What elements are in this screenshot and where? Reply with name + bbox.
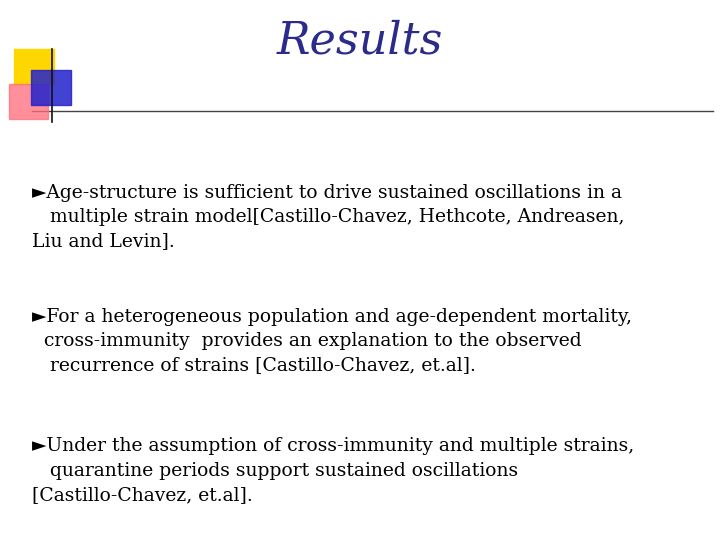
Text: ►For a heterogeneous population and age-dependent mortality,
  cross-immunity  p: ►For a heterogeneous population and age-… bbox=[32, 308, 632, 374]
Text: ►Under the assumption of cross-immunity and multiple strains,
   quarantine peri: ►Under the assumption of cross-immunity … bbox=[32, 437, 634, 504]
Bar bbox=[31, 70, 71, 105]
Bar bbox=[14, 49, 54, 84]
Text: ►Age-structure is sufficient to drive sustained oscillations in a
   multiple st: ►Age-structure is sufficient to drive su… bbox=[32, 184, 625, 250]
Bar bbox=[9, 84, 48, 119]
Text: Results: Results bbox=[276, 19, 444, 62]
